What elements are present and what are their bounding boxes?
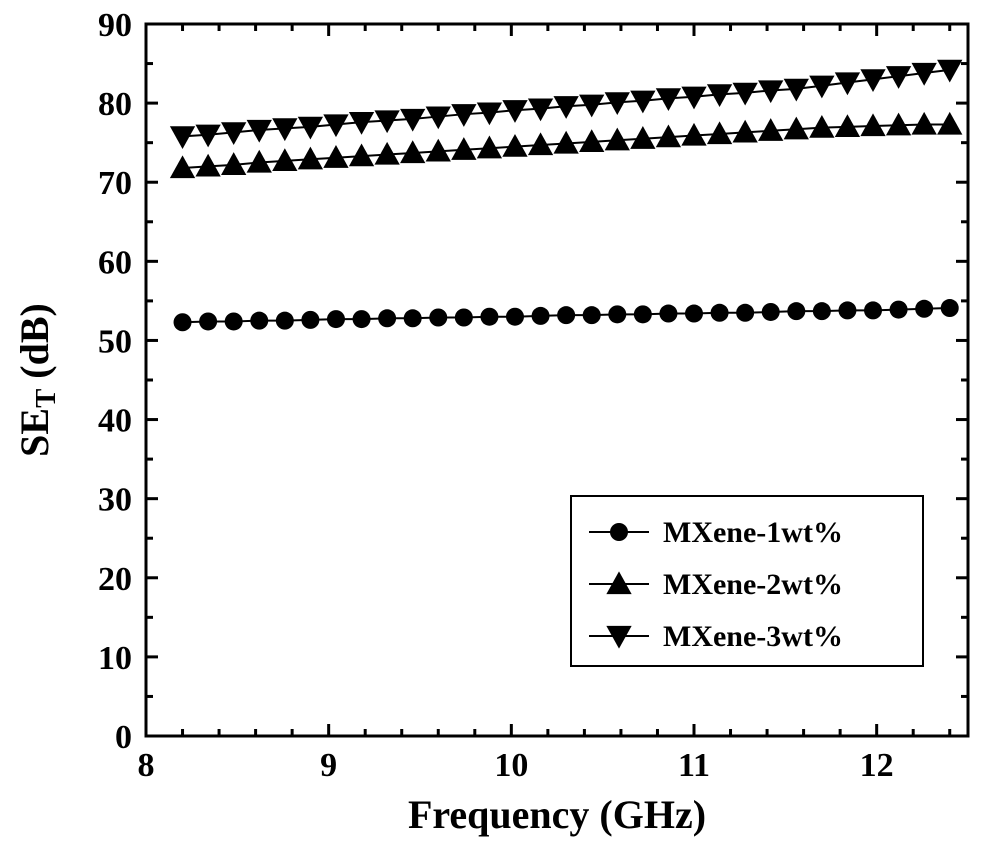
- chart-svg: 8 9 10 11 12 0 10 20 30 40 50 60 70 80 90 Frequency (GH…: [0, 0, 1000, 866]
- svg-text:10: 10: [98, 640, 132, 677]
- svg-text:MXene-3wt%: MXene-3wt%: [663, 620, 843, 653]
- chart-container: 8 9 10 11 12 0 10 20 30 40 50 60 70 80 90 Frequency (GH…: [0, 0, 1000, 866]
- svg-text:8: 8: [138, 747, 155, 784]
- svg-text:MXene-1wt%: MXene-1wt%: [663, 516, 843, 549]
- svg-text:70: 70: [98, 165, 132, 202]
- svg-text:40: 40: [98, 403, 132, 440]
- svg-text:10: 10: [494, 747, 528, 784]
- svg-text:30: 30: [98, 482, 132, 519]
- svg-text:11: 11: [678, 747, 710, 784]
- svg-text:9: 9: [320, 747, 337, 784]
- svg-text:20: 20: [98, 561, 132, 598]
- svg-text:12: 12: [860, 747, 894, 784]
- svg-text:Frequency (GHz): Frequency (GHz): [408, 792, 706, 837]
- svg-text:90: 90: [98, 7, 132, 44]
- svg-text:MXene-2wt%: MXene-2wt%: [663, 568, 843, 601]
- svg-text:0: 0: [115, 719, 132, 756]
- svg-text:60: 60: [98, 244, 132, 281]
- svg-text:SET (dB): SET (dB): [12, 303, 62, 457]
- svg-text:80: 80: [98, 86, 132, 123]
- svg-text:50: 50: [98, 323, 132, 360]
